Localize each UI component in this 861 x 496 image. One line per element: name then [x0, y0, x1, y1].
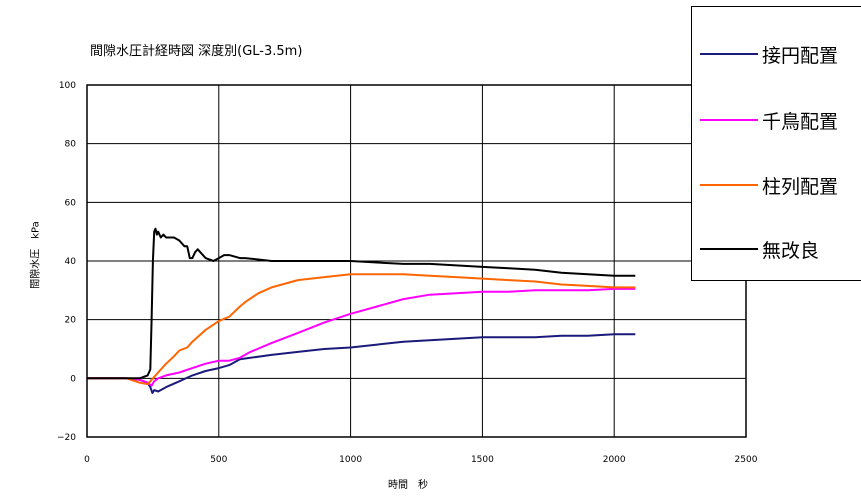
legend-swatch-4	[700, 248, 758, 250]
series-line-4	[87, 227, 636, 380]
legend-item-series-3: 柱列配置	[700, 173, 839, 198]
x-tick-label-3: 1500	[471, 455, 494, 465]
legend-label-2: 千鳥配置	[762, 110, 839, 133]
legend-item-series-2: 千鳥配置	[700, 108, 839, 133]
legend-item-series-1: 接円配置	[700, 42, 839, 67]
y-tick-label-5: 80	[65, 140, 77, 150]
x-tick-label-1: 500	[210, 455, 227, 465]
x-axis-label: 時間 秒	[388, 480, 428, 491]
y-tick-label-4: 60	[65, 198, 77, 208]
grid-lines	[86, 84, 747, 438]
x-tick-label-4: 2000	[603, 455, 626, 465]
y-tick-label-6: 100	[59, 81, 76, 91]
legend-item-series-4: 無改良	[700, 237, 820, 262]
legend: 接円配置 千鳥配置 柱列配置 無改良	[691, 6, 861, 281]
chart-title: 間隙水圧計経時図 深度別(GL-3.5m)	[90, 44, 303, 59]
legend-label-4: 無改良	[762, 239, 820, 262]
tick-labels: 0 500 1000 1500 2000 2500 −20 0 20 40 60 80 100	[57, 81, 758, 465]
series-line-1	[87, 333, 636, 394]
series-lines	[87, 227, 636, 394]
x-tick-label-0: 0	[84, 455, 90, 465]
legend-label-1: 接円配置	[762, 44, 839, 67]
legend-swatch-2	[700, 119, 758, 121]
y-tick-label-1: 0	[70, 374, 76, 384]
y-tick-label-3: 40	[65, 257, 77, 267]
legend-swatch-3	[700, 184, 758, 186]
y-axis-label: 間隙水圧 kPa	[30, 221, 42, 289]
y-tick-label-0: −20	[57, 433, 76, 443]
x-tick-label-2: 1000	[339, 455, 362, 465]
x-tick-label-5: 2500	[735, 455, 758, 465]
legend-label-3: 柱列配置	[762, 175, 839, 198]
series-line-3	[87, 273, 636, 386]
series-line-2	[87, 287, 636, 387]
y-tick-label-2: 20	[65, 316, 77, 326]
legend-swatch-1	[700, 53, 758, 55]
